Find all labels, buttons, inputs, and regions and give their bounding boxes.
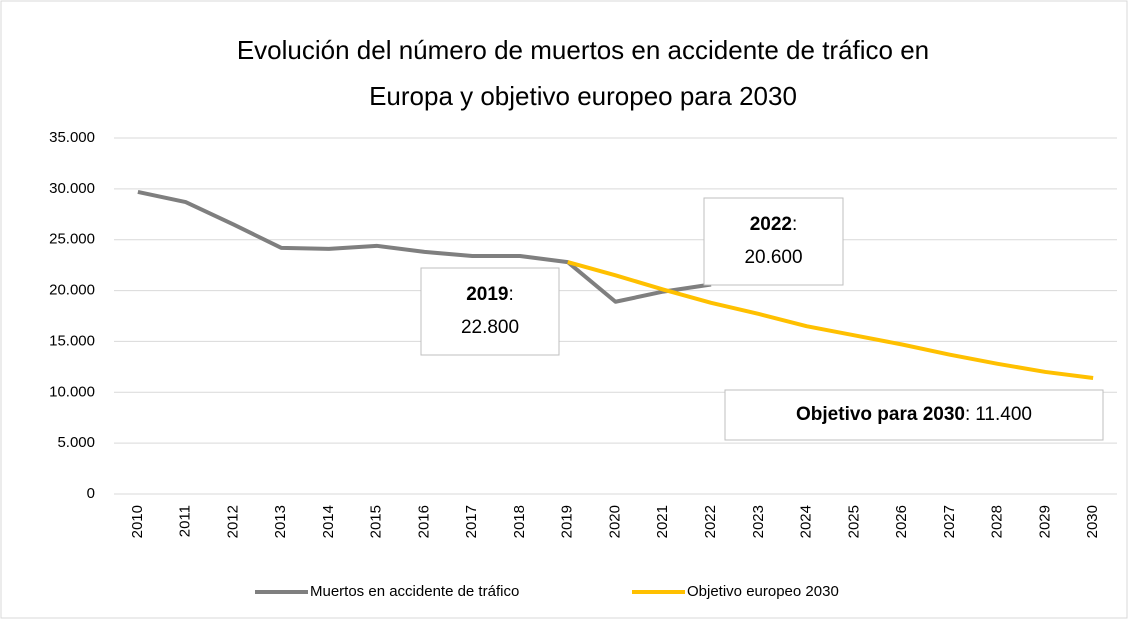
x-tick-label: 2011 bbox=[177, 505, 194, 537]
x-tick-label: 2030 bbox=[1084, 505, 1101, 538]
annotation-value: 20.600 bbox=[744, 247, 802, 268]
annotation-label: 2022: bbox=[750, 214, 798, 235]
x-tick-label: 2016 bbox=[415, 505, 432, 538]
annotation-box bbox=[724, 389, 1104, 441]
x-tick-label: 2019 bbox=[559, 505, 576, 538]
x-tick-label: 2017 bbox=[463, 505, 480, 538]
annotation-title: 2019 bbox=[466, 284, 508, 305]
annotation-label: Objetivo para 2030: 11.400 bbox=[796, 404, 1032, 425]
x-tick-label: 2014 bbox=[320, 505, 337, 538]
annotation-separator: : bbox=[792, 214, 797, 235]
legend-label: Muertos en accidente de tráfico bbox=[310, 583, 519, 600]
chart-subtitle: Europa y objetivo europeo para 2030 bbox=[369, 81, 797, 111]
line-series bbox=[137, 189, 712, 304]
x-tick-label: 2010 bbox=[129, 505, 146, 538]
annotation-label: 2019: bbox=[466, 284, 514, 305]
annotation-box bbox=[420, 267, 560, 356]
x-tick-label: 2025 bbox=[845, 505, 862, 538]
legend-label: Objetivo europeo 2030 bbox=[687, 583, 839, 600]
annotation-separator: : bbox=[965, 404, 970, 425]
x-tick-label: 2018 bbox=[511, 505, 528, 538]
x-tick-label: 2015 bbox=[368, 505, 385, 538]
chart-title: Evolución del número de muertos en accid… bbox=[237, 35, 929, 65]
x-tick-label: 2020 bbox=[606, 505, 623, 538]
x-tick-label: 2023 bbox=[750, 505, 767, 538]
x-tick-label: 2022 bbox=[702, 505, 719, 538]
x-tick-label: 2024 bbox=[798, 505, 815, 538]
annotation-value: 11.400 bbox=[975, 404, 1032, 425]
y-tick-label: 30.000 bbox=[49, 180, 95, 197]
y-tick-label: 35.000 bbox=[49, 129, 95, 146]
x-tick-label: 2012 bbox=[224, 505, 241, 538]
y-tick-label: 20.000 bbox=[49, 282, 95, 299]
x-tick-label: 2026 bbox=[893, 505, 910, 538]
x-tick-label: 2028 bbox=[989, 505, 1006, 538]
annotation-title: 2022 bbox=[750, 214, 792, 235]
annotation-title: Objetivo para 2030 bbox=[796, 404, 965, 425]
x-tick-label: 2013 bbox=[272, 505, 289, 538]
y-tick-label: 0 bbox=[87, 485, 95, 502]
line-series bbox=[567, 260, 1094, 381]
y-tick-label: 10.000 bbox=[49, 383, 95, 400]
x-tick-label: 2029 bbox=[1036, 505, 1053, 538]
x-tick-label: 2027 bbox=[941, 505, 958, 538]
y-tick-label: 15.000 bbox=[49, 332, 95, 349]
y-tick-label: 5.000 bbox=[57, 434, 95, 451]
annotation-separator: : bbox=[509, 284, 514, 305]
annotation-value: 22.800 bbox=[461, 317, 519, 338]
annotation-box bbox=[703, 197, 844, 286]
x-tick-label: 2021 bbox=[654, 505, 671, 538]
y-tick-label: 25.000 bbox=[49, 231, 95, 248]
